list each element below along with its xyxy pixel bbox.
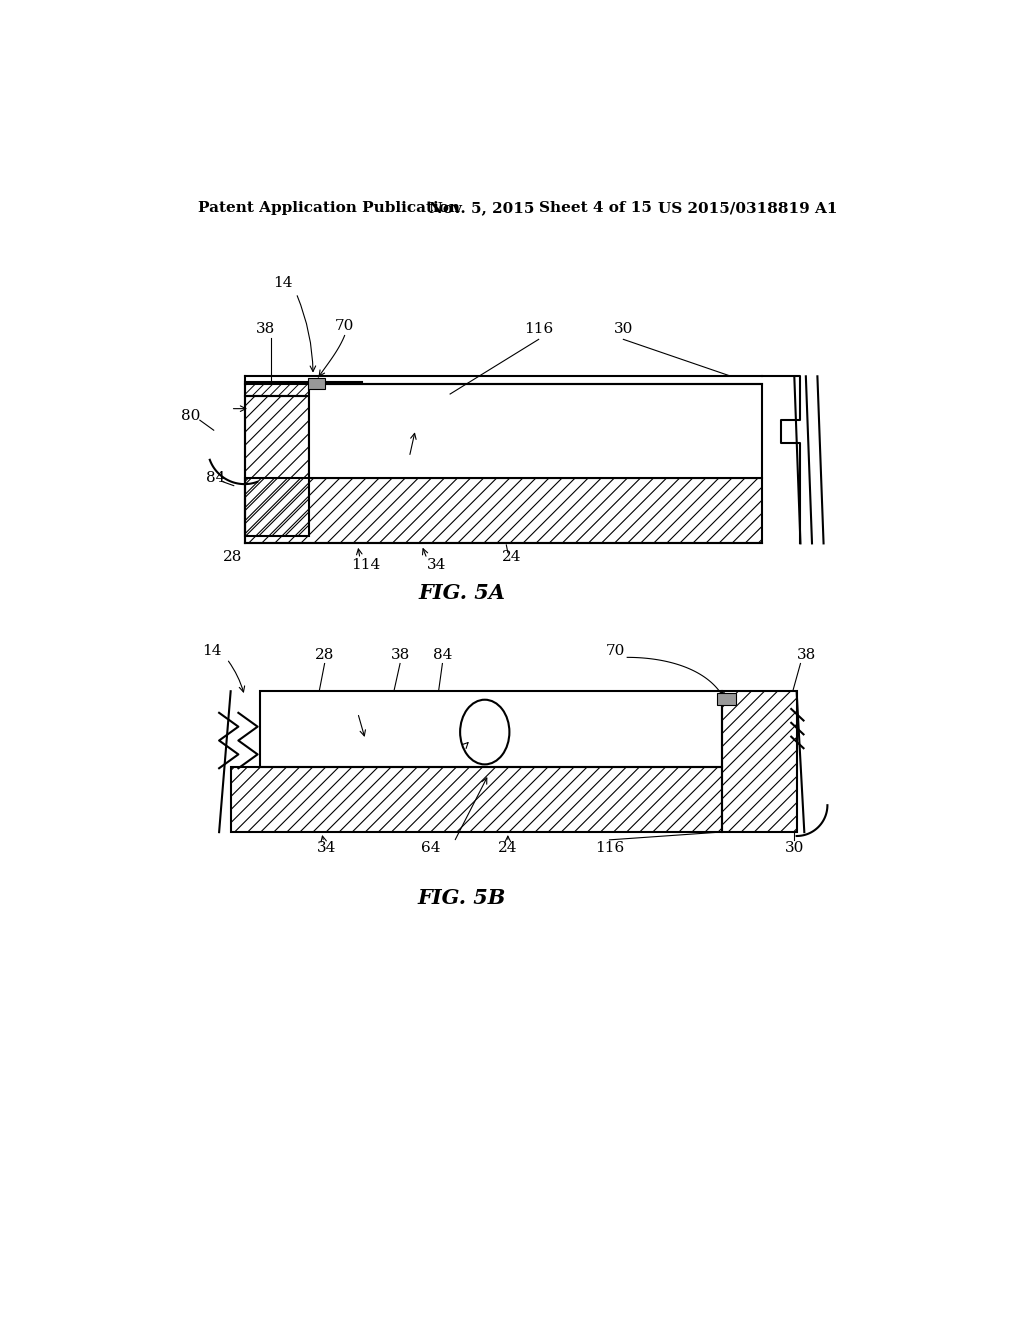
Text: 64: 64 <box>421 841 440 854</box>
Text: 30: 30 <box>613 322 633 337</box>
Polygon shape <box>260 692 722 767</box>
Text: 38: 38 <box>797 648 816 663</box>
Text: 34: 34 <box>317 841 337 854</box>
Text: Sheet 4 of 15: Sheet 4 of 15 <box>539 202 651 215</box>
Text: 38: 38 <box>256 322 274 337</box>
Text: FIG. 5B: FIG. 5B <box>418 887 506 908</box>
Text: 28: 28 <box>315 648 334 663</box>
Text: 70: 70 <box>606 644 626 659</box>
Polygon shape <box>717 693 736 705</box>
Text: 30: 30 <box>784 841 804 854</box>
Polygon shape <box>309 384 762 478</box>
Text: Nov. 5, 2015: Nov. 5, 2015 <box>429 202 535 215</box>
Text: 14: 14 <box>202 644 221 659</box>
Text: 28: 28 <box>222 550 242 564</box>
Polygon shape <box>307 378 325 389</box>
Bar <box>309 381 762 396</box>
Text: 84: 84 <box>206 471 225 484</box>
Text: 116: 116 <box>524 322 553 337</box>
Text: 34: 34 <box>427 558 446 572</box>
Text: 24: 24 <box>498 841 517 854</box>
Text: US 2015/0318819 A1: US 2015/0318819 A1 <box>658 202 838 215</box>
Bar <box>309 396 762 478</box>
Text: 114: 114 <box>351 558 380 572</box>
Text: FIG. 5A: FIG. 5A <box>418 583 505 603</box>
Text: 80: 80 <box>181 409 201 424</box>
Text: 38: 38 <box>390 648 410 663</box>
Text: 84: 84 <box>433 648 453 663</box>
Text: 14: 14 <box>273 276 293 290</box>
Text: Patent Application Publication: Patent Application Publication <box>199 202 461 215</box>
Text: 116: 116 <box>595 841 624 854</box>
Text: 70: 70 <box>335 319 354 333</box>
Text: 24: 24 <box>502 550 521 564</box>
